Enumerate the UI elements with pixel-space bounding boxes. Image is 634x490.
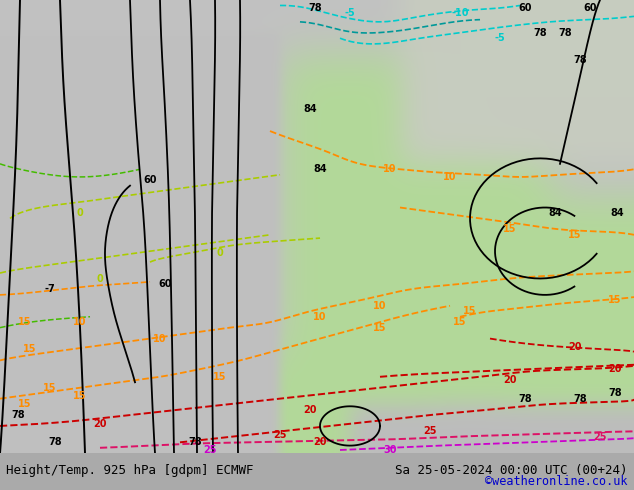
Text: 10: 10 xyxy=(443,172,456,182)
Text: 30: 30 xyxy=(383,445,397,455)
Text: 0: 0 xyxy=(77,208,84,218)
Text: 60: 60 xyxy=(143,175,157,185)
Text: 15: 15 xyxy=(74,392,87,401)
Text: 60: 60 xyxy=(583,2,597,13)
Text: 15: 15 xyxy=(18,399,32,409)
Text: 15: 15 xyxy=(503,224,517,234)
Text: 20: 20 xyxy=(568,343,582,352)
Text: 78: 78 xyxy=(608,388,622,398)
Text: 20: 20 xyxy=(608,364,622,374)
Text: 20: 20 xyxy=(313,438,327,447)
Text: 0: 0 xyxy=(96,273,103,284)
Text: Height/Temp. 925 hPa [gdpm] ECMWF: Height/Temp. 925 hPa [gdpm] ECMWF xyxy=(6,465,254,477)
Text: -7: -7 xyxy=(44,284,55,294)
Text: 25: 25 xyxy=(424,426,437,437)
Text: ©weatheronline.co.uk: ©weatheronline.co.uk xyxy=(485,475,628,488)
Text: 15: 15 xyxy=(213,372,227,382)
Text: 78: 78 xyxy=(188,438,202,447)
Text: 15: 15 xyxy=(373,322,387,333)
Text: 78: 78 xyxy=(518,393,532,404)
Text: 20: 20 xyxy=(303,405,317,415)
Text: 78: 78 xyxy=(573,55,587,65)
Text: 0: 0 xyxy=(217,248,223,258)
Text: 10: 10 xyxy=(373,301,387,311)
Text: 25: 25 xyxy=(273,430,287,440)
Text: 25: 25 xyxy=(593,432,607,442)
Text: 20: 20 xyxy=(503,375,517,385)
Text: 84: 84 xyxy=(303,104,317,114)
Text: 78: 78 xyxy=(11,410,25,420)
Text: 78: 78 xyxy=(308,2,322,13)
Text: 78: 78 xyxy=(573,393,587,404)
Text: 10: 10 xyxy=(383,164,397,174)
Text: 15: 15 xyxy=(23,344,37,354)
Text: 78: 78 xyxy=(558,28,572,38)
Text: -5: -5 xyxy=(495,33,505,43)
Text: 10: 10 xyxy=(74,317,87,327)
Text: 10: 10 xyxy=(313,312,327,322)
Text: 20: 20 xyxy=(93,419,107,429)
Text: 15: 15 xyxy=(463,306,477,316)
Text: 78: 78 xyxy=(48,438,61,447)
Text: 78: 78 xyxy=(533,28,547,38)
Text: 15: 15 xyxy=(568,230,582,240)
Text: 15: 15 xyxy=(18,317,32,327)
Text: 60: 60 xyxy=(518,2,532,13)
Text: -5: -5 xyxy=(345,8,356,18)
Text: -10: -10 xyxy=(451,8,469,18)
Text: 60: 60 xyxy=(158,279,172,289)
Text: 10: 10 xyxy=(153,334,167,343)
Text: 84: 84 xyxy=(313,164,327,174)
Text: 15: 15 xyxy=(43,383,57,392)
Text: 15: 15 xyxy=(608,295,622,305)
Text: Sa 25-05-2024 00:00 UTC (00+24): Sa 25-05-2024 00:00 UTC (00+24) xyxy=(395,465,628,477)
Text: 84: 84 xyxy=(548,208,562,218)
Text: 25: 25 xyxy=(204,445,217,455)
Text: 15: 15 xyxy=(453,317,467,327)
Text: 84: 84 xyxy=(610,208,624,218)
